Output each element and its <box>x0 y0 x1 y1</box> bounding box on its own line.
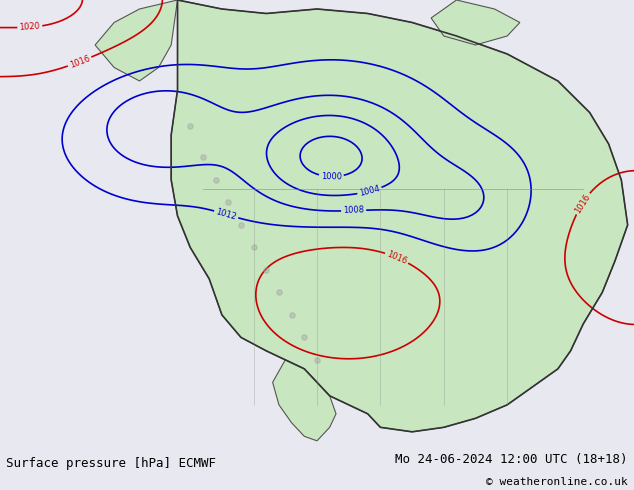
Point <box>198 153 208 161</box>
Point <box>261 266 271 274</box>
Point <box>185 122 195 130</box>
Point <box>274 289 284 296</box>
Text: 1020: 1020 <box>19 22 41 32</box>
Point <box>287 311 297 319</box>
Point <box>223 198 233 206</box>
Text: Mo 24-06-2024 12:00 UTC (18+18): Mo 24-06-2024 12:00 UTC (18+18) <box>395 453 628 466</box>
Point <box>210 176 221 184</box>
Text: Surface pressure [hPa] ECMWF: Surface pressure [hPa] ECMWF <box>6 457 216 470</box>
Text: 1000: 1000 <box>321 172 342 181</box>
Text: 1016: 1016 <box>385 249 408 266</box>
Text: 1016: 1016 <box>573 192 592 215</box>
Text: 1016: 1016 <box>68 54 91 70</box>
Text: © weatheronline.co.uk: © weatheronline.co.uk <box>486 477 628 487</box>
Point <box>236 221 246 229</box>
Point <box>312 356 322 364</box>
Text: 1012: 1012 <box>215 207 238 221</box>
Point <box>299 333 309 341</box>
Text: 1004: 1004 <box>358 184 381 198</box>
Polygon shape <box>431 0 520 45</box>
Polygon shape <box>95 0 178 81</box>
Polygon shape <box>273 360 336 441</box>
Point <box>249 244 259 251</box>
Text: 1008: 1008 <box>343 206 365 216</box>
Polygon shape <box>171 0 628 432</box>
